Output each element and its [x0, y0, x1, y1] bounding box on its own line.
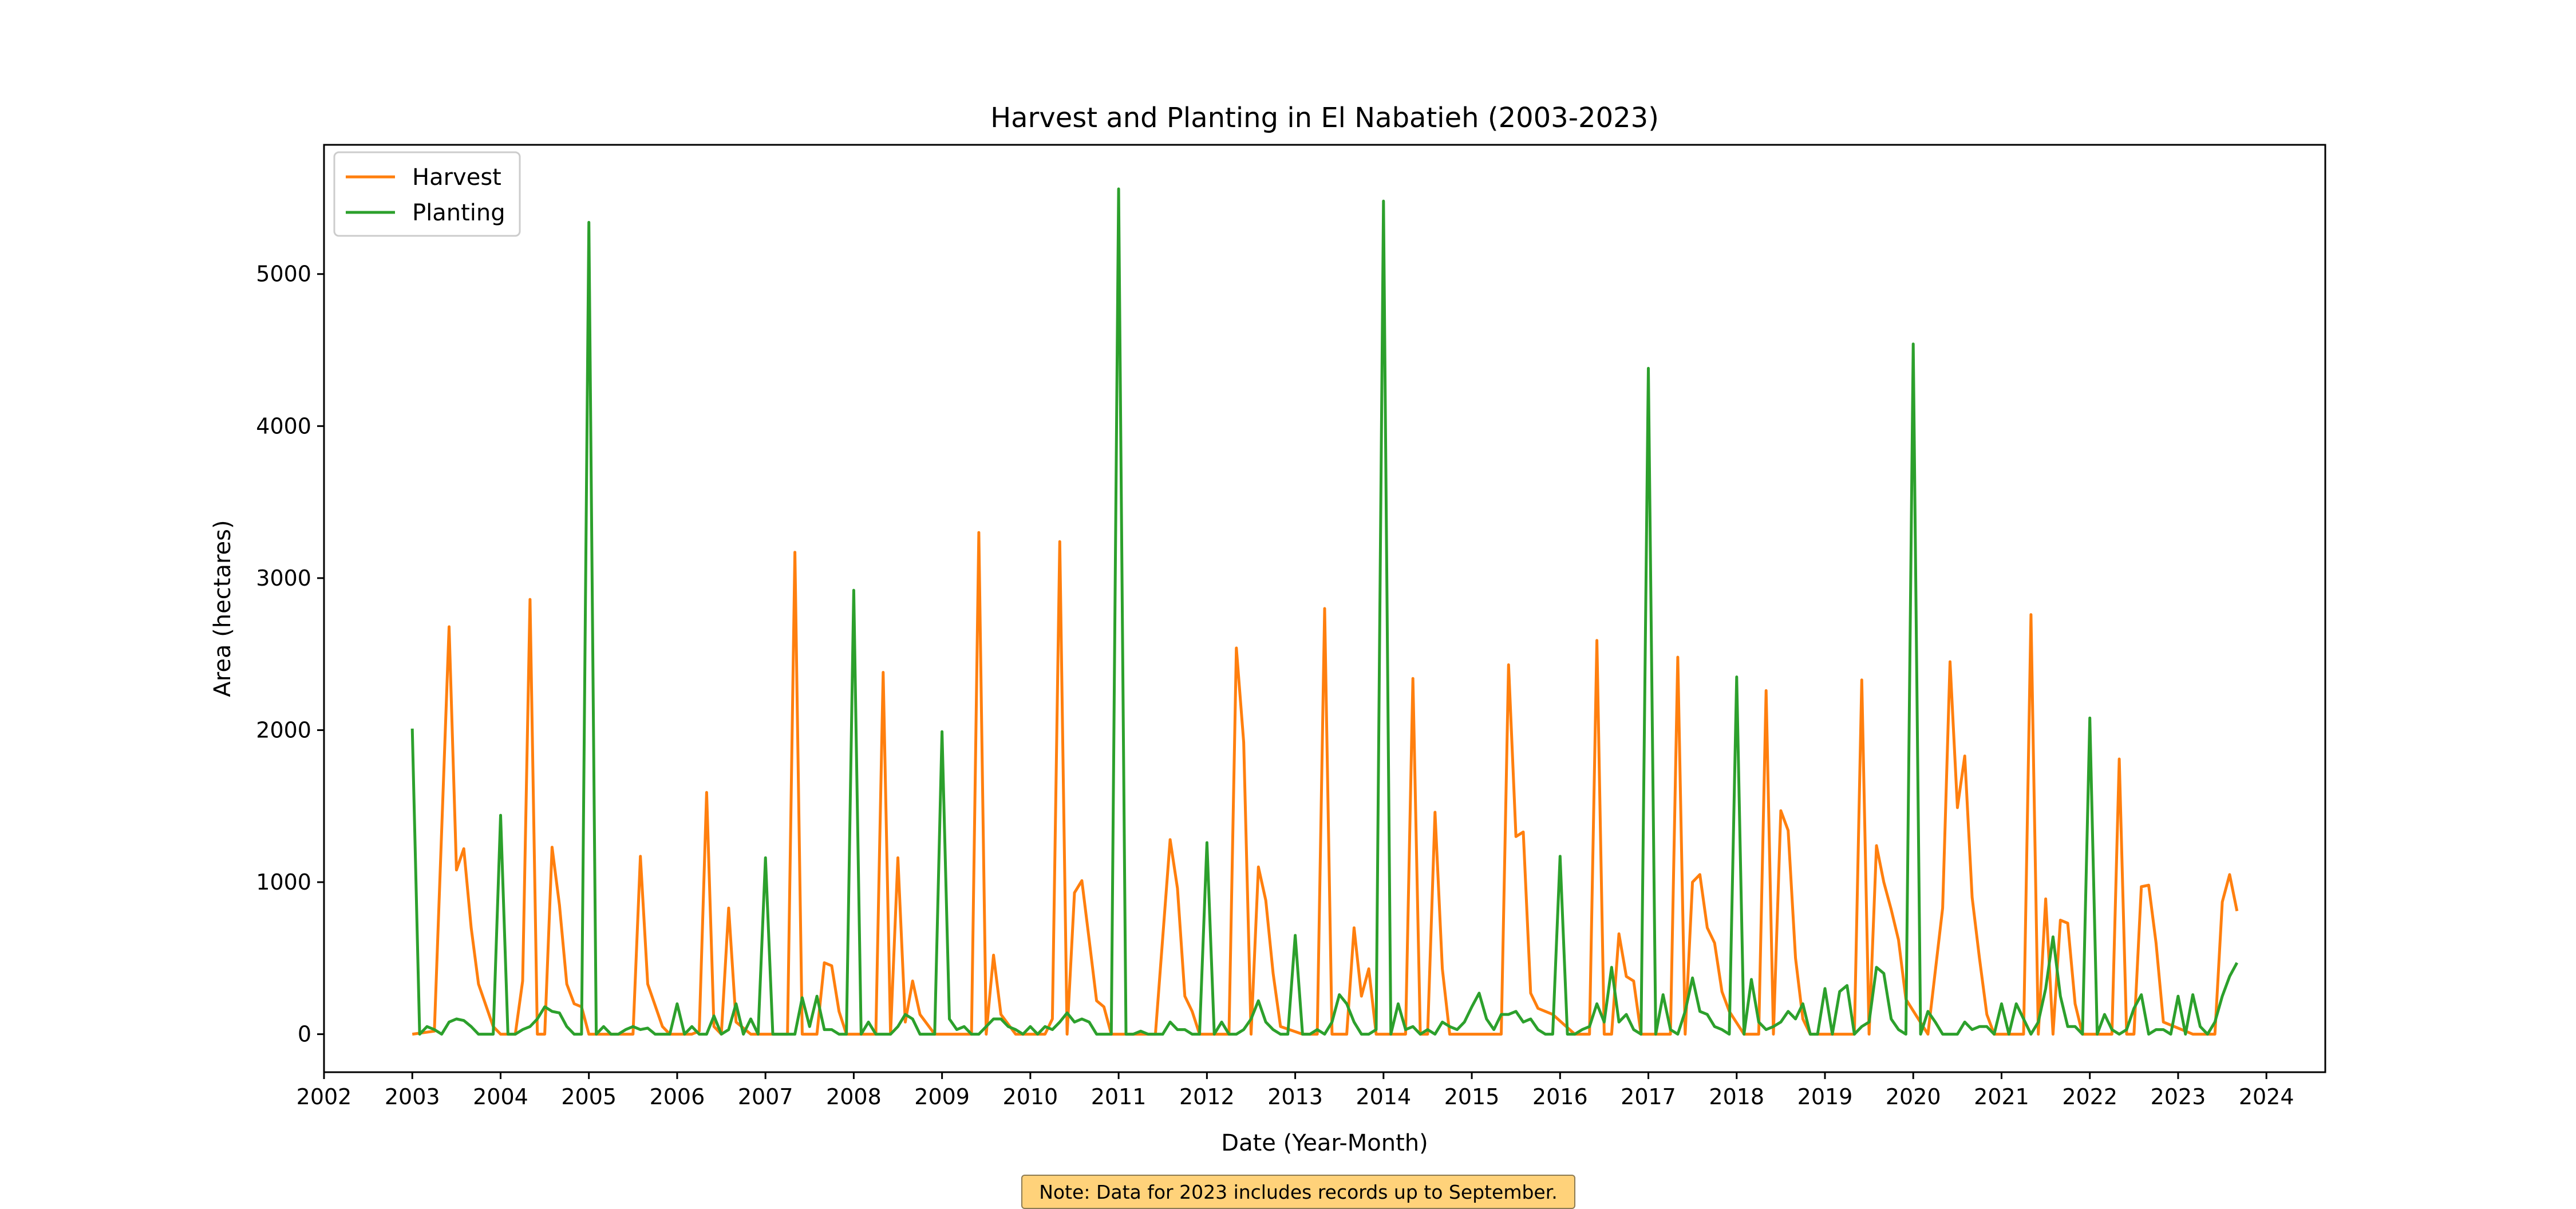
legend: Harvest Planting [333, 151, 521, 237]
chart-title: Harvest and Planting in El Nabatieh (200… [990, 102, 1659, 134]
y-tick-label: 0 [298, 1022, 311, 1047]
x-tick-label: 2011 [1091, 1084, 1147, 1109]
x-tick-label: 2003 [385, 1084, 440, 1109]
x-tick-label: 2009 [914, 1084, 970, 1109]
x-tick-label: 2022 [2062, 1084, 2117, 1109]
axes-frame [323, 144, 2326, 1073]
x-tick-label: 2017 [1621, 1084, 1676, 1109]
x-tick-label: 2023 [2151, 1084, 2206, 1109]
data-note: Note: Data for 2023 includes records up … [1021, 1175, 1575, 1209]
x-tick-label: 2024 [2239, 1084, 2294, 1109]
x-axis: 2002 2003 2004 2005 2006 2007 2008 2009 2010 2011… [297, 1072, 2294, 1109]
x-tick-label: 2005 [561, 1084, 617, 1109]
x-axis-label: Date (Year-Month) [1221, 1130, 1428, 1156]
x-tick-label: 2016 [1532, 1084, 1588, 1109]
x-tick-label: 2006 [650, 1084, 705, 1109]
y-axis-label: Area (hectares) [210, 520, 236, 697]
plot-area [410, 187, 2239, 1036]
legend-label-planting: Planting [412, 200, 505, 226]
y-axis: 0 1000 2000 3000 4000 5000 [256, 262, 324, 1047]
y-tick-label: 5000 [256, 262, 311, 287]
x-tick-label: 2012 [1179, 1084, 1235, 1109]
x-tick-label: 2019 [1797, 1084, 1853, 1109]
y-tick-label: 1000 [256, 870, 311, 895]
x-tick-label: 2018 [1709, 1084, 1764, 1109]
x-tick-label: 2020 [1886, 1084, 1941, 1109]
y-tick-label: 4000 [256, 413, 311, 438]
legend-box [333, 151, 521, 237]
x-tick-label: 2007 [738, 1084, 793, 1109]
series-line-harvest [412, 531, 2239, 1036]
x-tick-label: 2013 [1267, 1084, 1323, 1109]
x-tick-label: 2021 [1974, 1084, 2029, 1109]
x-tick-label: 2008 [826, 1084, 882, 1109]
legend-label-harvest: Harvest [412, 164, 501, 191]
x-tick-label: 2010 [1003, 1084, 1058, 1109]
x-tick-label: 2014 [1356, 1084, 1411, 1109]
x-tick-label: 2015 [1444, 1084, 1500, 1109]
x-tick-label: 2002 [297, 1084, 352, 1109]
y-tick-label: 3000 [256, 566, 311, 591]
x-tick-label: 2004 [473, 1084, 528, 1109]
y-tick-label: 2000 [256, 717, 311, 742]
series-line-planting [410, 187, 2238, 1036]
